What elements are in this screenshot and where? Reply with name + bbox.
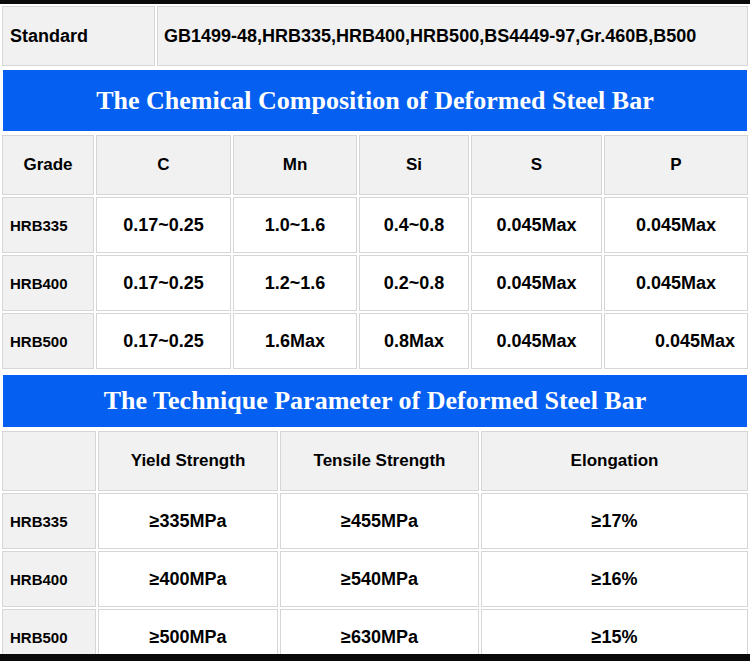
col-header-c: C — [96, 135, 231, 195]
chemical-header-row: Grade C Mn Si S P — [2, 135, 748, 195]
value-cell: 0.17~0.25 — [96, 255, 231, 311]
value-cell: 0.045Max — [604, 313, 748, 369]
grade-cell: HRB400 — [2, 255, 94, 311]
technique-header-row: Yield Strength Tensile Strength Elongati… — [2, 431, 748, 491]
steel-bar-spec-sheet: Standard GB1499-48,HRB335,HRB400,HRB500,… — [0, 0, 750, 661]
col-header-p: P — [604, 135, 748, 195]
standard-table: Standard GB1499-48,HRB335,HRB400,HRB500,… — [0, 4, 750, 68]
technique-parameter-banner: The Technique Parameter of Deformed Stee… — [3, 375, 747, 427]
value-cell: 1.0~1.6 — [233, 197, 357, 253]
standard-row: Standard GB1499-48,HRB335,HRB400,HRB500,… — [2, 6, 748, 66]
col-header-tensile-strength: Tensile Strength — [280, 431, 479, 491]
value-cell: ≥335MPa — [98, 493, 278, 549]
chemical-composition-banner: The Chemical Composition of Deformed Ste… — [3, 70, 747, 131]
value-cell: ≥455MPa — [280, 493, 479, 549]
value-cell: ≥540MPa — [280, 551, 479, 607]
value-cell: ≥16% — [481, 551, 748, 607]
value-cell: 0.045Max — [471, 197, 602, 253]
col-header-grade: Grade — [2, 135, 94, 195]
table-row: HRB335 ≥335MPa ≥455MPa ≥17% — [2, 493, 748, 549]
standard-value: GB1499-48,HRB335,HRB400,HRB500,BS4449-97… — [157, 6, 748, 66]
value-cell: 0.045Max — [604, 255, 748, 311]
technique-parameter-table: Yield Strength Tensile Strength Elongati… — [0, 429, 750, 661]
value-cell: 0.8Max — [359, 313, 469, 369]
value-cell: 1.6Max — [233, 313, 357, 369]
grade-cell: HRB335 — [2, 493, 96, 549]
value-cell: 0.2~0.8 — [359, 255, 469, 311]
chemical-composition-table: Grade C Mn Si S P HRB335 0.17~0.25 1.0~1… — [0, 133, 750, 371]
grade-cell: HRB335 — [2, 197, 94, 253]
table-row: HRB400 ≥400MPa ≥540MPa ≥16% — [2, 551, 748, 607]
col-header-s: S — [471, 135, 602, 195]
bottom-border-bar — [0, 654, 750, 661]
standard-label: Standard — [2, 6, 155, 66]
value-cell: ≥400MPa — [98, 551, 278, 607]
col-header-empty — [2, 431, 96, 491]
value-cell: 0.17~0.25 — [96, 313, 231, 369]
value-cell: 1.2~1.6 — [233, 255, 357, 311]
col-header-yield-strength: Yield Strength — [98, 431, 278, 491]
value-cell: 0.17~0.25 — [96, 197, 231, 253]
value-cell: 0.045Max — [471, 255, 602, 311]
grade-cell: HRB400 — [2, 551, 96, 607]
col-header-elongation: Elongation — [481, 431, 748, 491]
table-row: HRB400 0.17~0.25 1.2~1.6 0.2~0.8 0.045Ma… — [2, 255, 748, 311]
table-row: HRB500 0.17~0.25 1.6Max 0.8Max 0.045Max … — [2, 313, 748, 369]
grade-cell: HRB500 — [2, 313, 94, 369]
col-header-mn: Mn — [233, 135, 357, 195]
col-header-si: Si — [359, 135, 469, 195]
value-cell: 0.045Max — [604, 197, 748, 253]
value-cell: 0.045Max — [471, 313, 602, 369]
value-cell: ≥17% — [481, 493, 748, 549]
table-row: HRB335 0.17~0.25 1.0~1.6 0.4~0.8 0.045Ma… — [2, 197, 748, 253]
value-cell: 0.4~0.8 — [359, 197, 469, 253]
